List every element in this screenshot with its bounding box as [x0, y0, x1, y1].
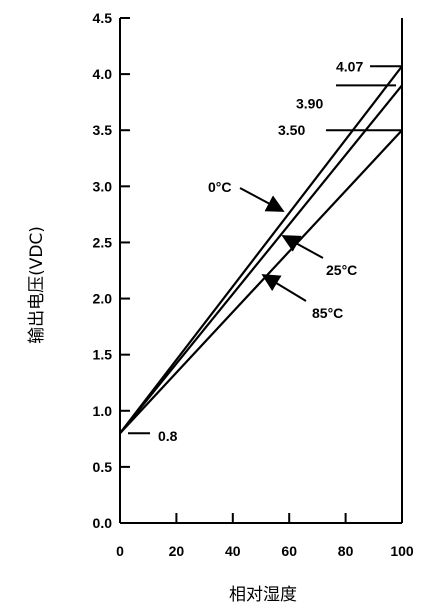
y-tick-label: 3.5: [93, 122, 113, 138]
y-tick-label: 4.5: [93, 10, 113, 26]
y-tick-label: 4.0: [93, 66, 113, 82]
y-axis-title: 输出电压(VDC): [27, 226, 47, 344]
annotation-label: 4.07: [336, 58, 363, 74]
x-tick-label: 60: [281, 543, 297, 559]
x-tick-label: 20: [169, 543, 185, 559]
value-annotations: 0.8 4.07 3.90 3.50: [128, 58, 402, 444]
arrow-85c: [261, 274, 307, 302]
series-label-25c: 25°C: [326, 262, 357, 278]
y-tick-label: 3.0: [93, 178, 113, 194]
series-label-85c: 85°C: [312, 305, 343, 321]
x-tick-label: 0: [116, 543, 124, 559]
annotation-label: 3.50: [278, 122, 305, 138]
y-tick-label: 1.5: [93, 347, 113, 363]
y-ticks: 0.0 0.5 1.0 1.5 2.0 2.5 3.0 3.5 4.0 4.5: [93, 10, 130, 531]
y-tick-label: 0.5: [93, 459, 113, 475]
series-labels: 0°C 25°C 85°C: [208, 179, 357, 321]
annotation-label: 3.90: [296, 95, 323, 111]
x-tick-label: 40: [225, 543, 241, 559]
series-line-85c: [119, 129, 403, 434]
series-label-0c: 0°C: [208, 179, 232, 195]
y-tick-label: 1.0: [93, 403, 113, 419]
annotation-label: 0.8: [158, 428, 178, 444]
x-tick-label: 100: [390, 543, 414, 559]
x-tick-label: 80: [338, 543, 354, 559]
series-line-0c: [119, 65, 403, 434]
y-tick-label: 2.0: [93, 291, 113, 307]
y-tick-label: 2.5: [93, 234, 113, 250]
series-lines: [119, 65, 403, 434]
arrow-25c: [281, 235, 324, 259]
arrow-0c: [239, 187, 285, 212]
x-ticks: 0 20 40 60 80 100: [116, 513, 414, 559]
axes: [119, 18, 403, 524]
y-tick-label: 0.0: [93, 515, 113, 531]
series-line-25c: [119, 84, 403, 434]
x-axis-title: 相对湿度: [229, 585, 297, 605]
